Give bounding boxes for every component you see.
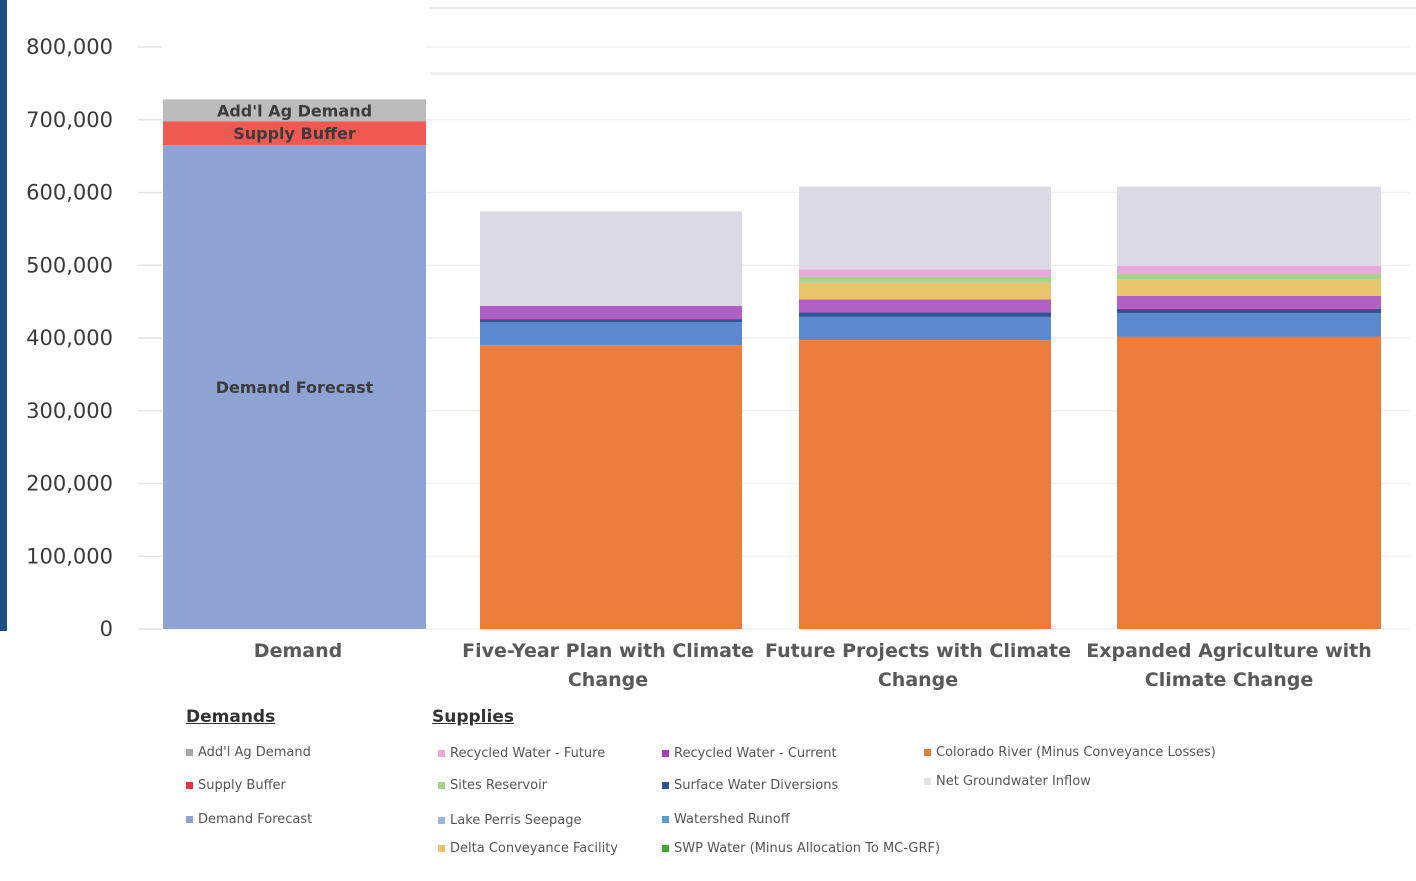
legend-label: Add'l Ag Demand <box>198 745 311 760</box>
bar-segment-label: Supply Buffer <box>233 124 356 143</box>
legend-item-delta-conveyance-facility: Delta Conveyance Facility <box>438 841 618 856</box>
legend-label: Demand Forecast <box>198 812 313 827</box>
legend-swatch <box>662 845 669 852</box>
legend-swatch <box>924 749 931 756</box>
legend-swatch <box>186 816 193 823</box>
y-tick-label: 300,000 <box>26 399 113 423</box>
legend-label: Sites Reservoir <box>450 778 548 793</box>
y-tick-label: 0 <box>100 617 113 641</box>
legend-item-sites-reservoir: Sites Reservoir <box>438 778 547 793</box>
x-category-label: Five-Year Plan with Climate Change <box>462 640 754 691</box>
bar-segment <box>163 121 426 146</box>
legend-item-addl-ag-demand: Add'l Ag Demand <box>186 745 311 760</box>
legend-swatch <box>662 750 669 757</box>
bar-segment <box>1117 336 1381 629</box>
bar-segment <box>799 316 1051 341</box>
legend-item-swp-water: SWP Water (Minus Allocation To MC-GRF) <box>662 841 940 856</box>
x-category-label: Expanded Agriculture with Climate Change <box>1086 640 1372 691</box>
legend-swatch <box>438 750 445 757</box>
bar-segment <box>1117 279 1381 296</box>
legend-supplies-title: Supplies <box>432 707 514 727</box>
y-tick-label: 800,000 <box>26 35 113 59</box>
bar-segment <box>1117 295 1381 309</box>
top-gridline-band <box>430 72 1416 75</box>
y-tick-label: 200,000 <box>26 472 113 496</box>
bar-segment <box>480 321 742 346</box>
legend-label: Lake Perris Seepage <box>450 813 582 828</box>
legend-label: Delta Conveyance Facility <box>450 841 618 856</box>
legend-swatch <box>438 845 445 852</box>
legend-swatch <box>438 817 445 824</box>
legend-label: Watershed Runoff <box>674 812 790 827</box>
bar-segment <box>1117 308 1381 314</box>
legend-label: SWP Water (Minus Allocation To MC-GRF) <box>674 841 941 856</box>
y-tick-label: 700,000 <box>26 108 113 132</box>
bar-segment <box>799 312 1051 317</box>
legend-swatch <box>662 816 669 823</box>
legend-item-watershed-runoff: Watershed Runoff <box>662 812 790 827</box>
bars: Demand Forecast Supply Buffer Add'l Ag Dem… <box>163 99 1381 629</box>
stacked-bar-chart: 0 100,000 200,000 300,000 400,000 500,000 600,… <box>26 35 1410 691</box>
legend-swatch <box>662 782 669 789</box>
x-axis-categories: Demand Five-Year Plan with Climate ChangeF… <box>254 640 1372 691</box>
top-divider-line <box>430 7 1416 9</box>
legend-item-supply-buffer: Supply Buffer <box>186 778 286 793</box>
x-category-label: Demand <box>254 640 342 662</box>
bar-segment-label: Demand Forecast <box>216 378 374 397</box>
legend-label: Supply Buffer <box>198 778 286 793</box>
legend-label: Recycled Water - Future <box>450 746 606 761</box>
legend-item-lake-perris-seepage: Lake Perris Seepage <box>438 813 581 828</box>
bar-segment <box>480 319 742 322</box>
bar-segment <box>799 186 1051 270</box>
legend-demands-title: Demands <box>186 707 276 727</box>
legend-label: Surface Water Diversions <box>674 778 839 793</box>
bar-segment <box>163 145 426 629</box>
legend-label: Recycled Water - Current <box>674 746 837 761</box>
legend-item-recycled-water-current: Recycled Water - Current <box>662 746 837 761</box>
legend-swatch <box>438 782 445 789</box>
legend-label: Colorado River (Minus Conveyance Losses) <box>936 745 1216 760</box>
y-axis-ticks: 0 100,000 200,000 300,000 400,000 500,000 600,… <box>26 35 113 641</box>
legend-item-demand-forecast: Demand Forecast <box>186 812 312 827</box>
bar-segment <box>799 282 1051 300</box>
legend-item-colorado-river: Colorado River (Minus Conveyance Losses) <box>924 745 1216 760</box>
y-tick-label: 400,000 <box>26 326 113 350</box>
bar-segment <box>1117 186 1381 266</box>
legend-swatch <box>924 778 931 785</box>
y-tick-label: 500,000 <box>26 253 113 277</box>
y-tick-label: 600,000 <box>26 181 113 205</box>
bar-segment <box>480 305 742 320</box>
bar-segment <box>1117 273 1381 280</box>
bar-segment <box>799 269 1051 277</box>
left-edge-accent-bar <box>0 0 7 631</box>
bar-segment <box>163 99 426 122</box>
bar-segment <box>1117 313 1381 337</box>
bar-segment <box>799 340 1051 629</box>
bar-segment <box>480 211 742 306</box>
bar-segment <box>1117 265 1381 274</box>
x-category-label: Future Projects with Climate Change <box>765 640 1071 691</box>
legend-label: Net Groundwater Inflow <box>936 774 1091 789</box>
legend-swatch <box>186 749 193 756</box>
legend-item-net-groundwater-inflow: Net Groundwater Inflow <box>924 774 1091 789</box>
bar-segment-label: Add'l Ag Demand <box>217 101 372 120</box>
y-tick-label: 100,000 <box>26 544 113 568</box>
legend-swatch <box>186 782 193 789</box>
legend-item-recycled-water-future: Recycled Water - Future <box>438 746 605 761</box>
bar-segment <box>799 299 1051 313</box>
bar-segment <box>480 345 742 629</box>
bar-segment <box>799 276 1051 283</box>
legend-item-surface-water-diversions: Surface Water Diversions <box>662 778 838 793</box>
